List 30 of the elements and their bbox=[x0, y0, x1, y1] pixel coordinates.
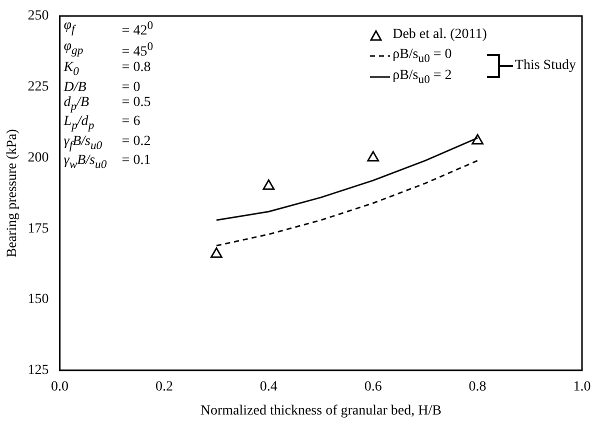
x-tick-label: 1.0 bbox=[573, 379, 591, 394]
x-tick-label: 0.2 bbox=[155, 379, 173, 394]
y-tick-label: 200 bbox=[28, 150, 49, 166]
y-tick-label: 250 bbox=[28, 8, 49, 24]
x-tick-label: 0.0 bbox=[51, 379, 69, 394]
legend-label: Deb et al. (2011) bbox=[392, 26, 487, 42]
legend-label: ρB/s$_{u0}$ = 2 bbox=[392, 68, 452, 86]
y-tick-label: 150 bbox=[28, 292, 49, 308]
x-axis-title: Normalized thickness of granular bed, H/B bbox=[200, 403, 442, 418]
x-tick-label: 0.6 bbox=[364, 379, 382, 394]
legend-label: ρB/s$_{u0}$ = 0 bbox=[392, 46, 452, 64]
y-axis-title: Bearing pressure (kPa) bbox=[5, 128, 20, 258]
text: L$_{p}$/d$_{p}$ = 6 bbox=[64, 114, 140, 132]
annotation: This Study bbox=[514, 58, 576, 74]
text: φ$_{gp}$ = 45$^{0}$ bbox=[64, 39, 154, 60]
y-tick-label: 225 bbox=[28, 80, 49, 95]
text: D/B = 0 bbox=[64, 80, 140, 95]
x-tick-label: 0.8 bbox=[468, 379, 486, 394]
text: K$_{0}$ = 0.8 bbox=[64, 60, 151, 78]
text: d$_{p}$/B = 0.5 bbox=[64, 95, 151, 113]
y-tick-label: 125 bbox=[28, 363, 49, 378]
text: φ$_{f}$ = 42$^{0}$ bbox=[64, 18, 154, 39]
x-tick-label: 0.4 bbox=[260, 379, 278, 394]
y-tick-label: 175 bbox=[28, 221, 49, 236]
point bbox=[367, 151, 380, 162]
text: γ$_{f}$B/s$_{u0}$ = 0.2 bbox=[64, 134, 151, 152]
point bbox=[210, 247, 222, 258]
point bbox=[262, 179, 275, 190]
text: γ$_{w}$B/s$_{u0}$ = 0.1 bbox=[64, 153, 151, 171]
point bbox=[472, 134, 484, 144]
